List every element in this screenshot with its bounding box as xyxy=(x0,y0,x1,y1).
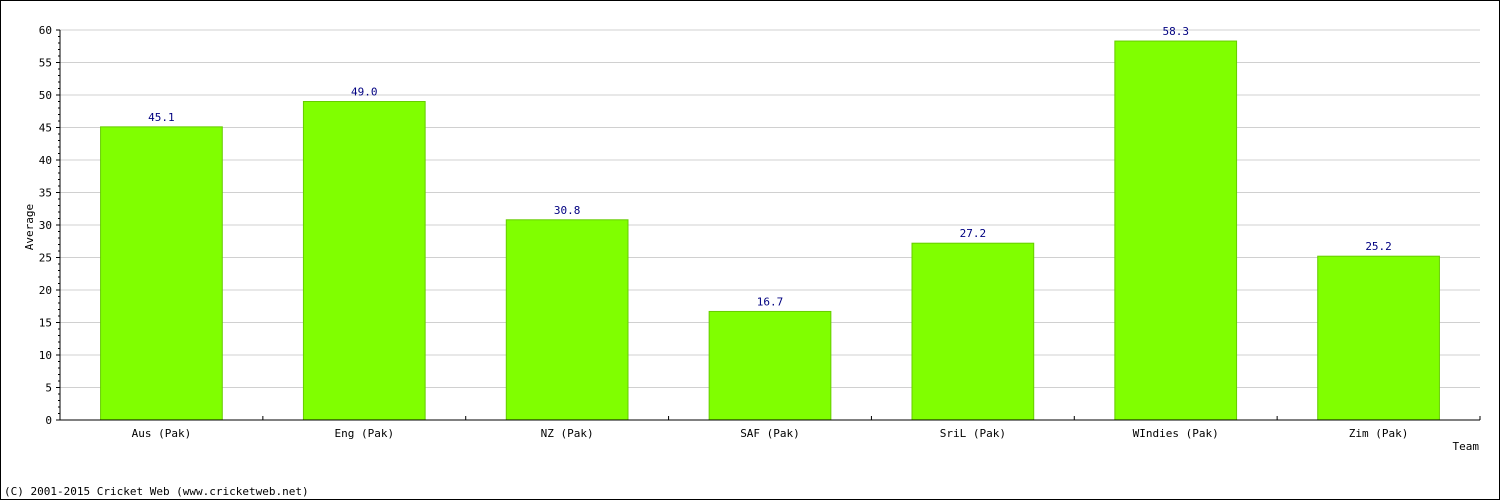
data-label: 49.0 xyxy=(351,86,378,99)
y-tick-label: 60 xyxy=(39,24,52,37)
x-tick-label: SAF (Pak) xyxy=(740,427,800,440)
x-axis-title: Team xyxy=(1453,440,1480,453)
x-tick-label: SriL (Pak) xyxy=(940,427,1006,440)
x-ticks: Aus (Pak) Eng (Pak) NZ (Pak) SAF (Pak) SriL … xyxy=(132,416,1481,440)
y-tick-label: 55 xyxy=(39,57,52,70)
y-tick-label: 50 xyxy=(39,89,52,102)
y-tick-label: 10 xyxy=(39,349,52,362)
y-tick-label: 45 xyxy=(39,122,52,135)
y-axis-title: Average xyxy=(23,204,36,250)
bar xyxy=(302,101,426,421)
data-label: 27.2 xyxy=(960,227,987,240)
y-tick-label: 0 xyxy=(45,414,52,427)
y-tick-label: 20 xyxy=(39,284,52,297)
data-label: 30.8 xyxy=(554,204,581,217)
footer-copyright: (C) 2001-2015 Cricket Web (www.cricketwe… xyxy=(4,485,309,498)
y-tick-label: 5 xyxy=(45,382,52,395)
data-label: 16.7 xyxy=(757,295,784,308)
data-label: 25.2 xyxy=(1365,240,1392,253)
grid-lines xyxy=(60,29,1480,388)
x-tick-label: Eng (Pak) xyxy=(334,427,394,440)
x-tick-label: Aus (Pak) xyxy=(132,427,192,440)
bar xyxy=(911,242,1035,421)
y-tick-label: 35 xyxy=(39,187,52,200)
y-tick-label: 30 xyxy=(39,219,52,232)
data-label: 45.1 xyxy=(148,111,175,124)
y-tick-label: 25 xyxy=(39,252,52,265)
x-tick-label: Zim (Pak) xyxy=(1349,427,1409,440)
y-ticks: 0 5 10 15 20 25 30 35 40 45 50 55 60 xyxy=(39,24,60,427)
bar xyxy=(100,126,223,421)
bar xyxy=(1114,40,1238,421)
bar xyxy=(505,219,629,421)
bars xyxy=(100,40,1440,421)
x-tick-label: NZ (Pak) xyxy=(541,427,594,440)
bar xyxy=(708,310,832,421)
x-tick-label: WIndies (Pak) xyxy=(1133,427,1219,440)
bar xyxy=(1317,255,1440,421)
y-tick-label: 15 xyxy=(39,317,52,330)
data-labels: 45.1 49.0 30.8 16.7 27.2 58.3 25.2 xyxy=(148,25,1392,308)
data-label: 58.3 xyxy=(1162,25,1189,38)
y-tick-label: 40 xyxy=(39,154,52,167)
